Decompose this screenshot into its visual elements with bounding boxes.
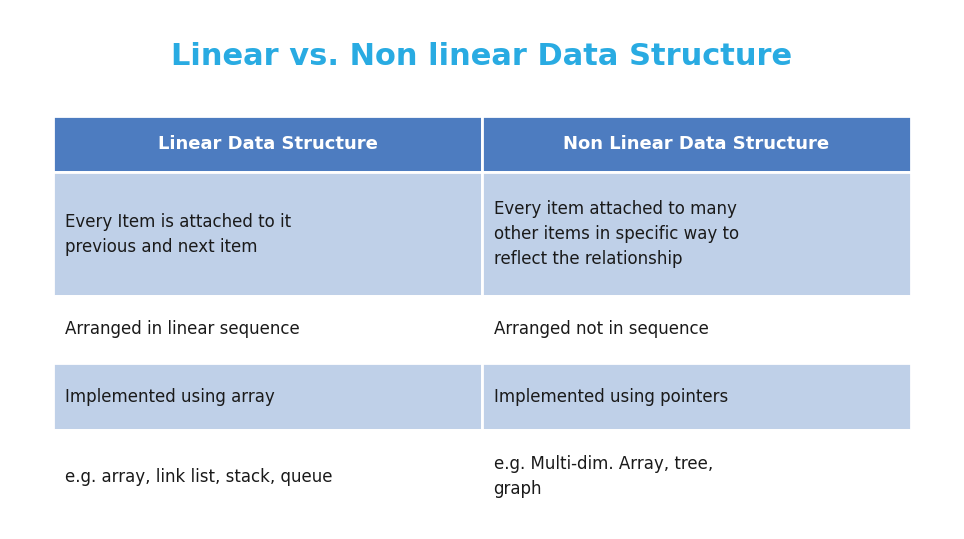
FancyBboxPatch shape <box>482 363 911 430</box>
Text: Every item attached to many
other items in specific way to
reflect the relations: Every item attached to many other items … <box>494 200 738 268</box>
FancyBboxPatch shape <box>482 430 911 523</box>
Text: Arranged not in sequence: Arranged not in sequence <box>494 321 709 338</box>
Text: Implemented using array: Implemented using array <box>65 388 275 406</box>
Text: Every Item is attached to it
previous and next item: Every Item is attached to it previous an… <box>65 213 291 255</box>
FancyBboxPatch shape <box>482 172 911 296</box>
FancyBboxPatch shape <box>482 116 911 172</box>
Text: e.g. array, link list, stack, queue: e.g. array, link list, stack, queue <box>65 468 332 486</box>
FancyBboxPatch shape <box>53 296 482 363</box>
Text: e.g. Multi-dim. Array, tree,
graph: e.g. Multi-dim. Array, tree, graph <box>494 455 712 498</box>
FancyBboxPatch shape <box>482 296 911 363</box>
FancyBboxPatch shape <box>53 430 482 523</box>
Text: Implemented using pointers: Implemented using pointers <box>494 388 728 406</box>
Text: Linear vs. Non linear Data Structure: Linear vs. Non linear Data Structure <box>172 42 792 71</box>
Text: Non Linear Data Structure: Non Linear Data Structure <box>563 135 830 153</box>
FancyBboxPatch shape <box>53 116 482 172</box>
FancyBboxPatch shape <box>53 363 482 430</box>
Text: Linear Data Structure: Linear Data Structure <box>157 135 378 153</box>
FancyBboxPatch shape <box>53 172 482 296</box>
Text: Arranged in linear sequence: Arranged in linear sequence <box>65 321 300 338</box>
